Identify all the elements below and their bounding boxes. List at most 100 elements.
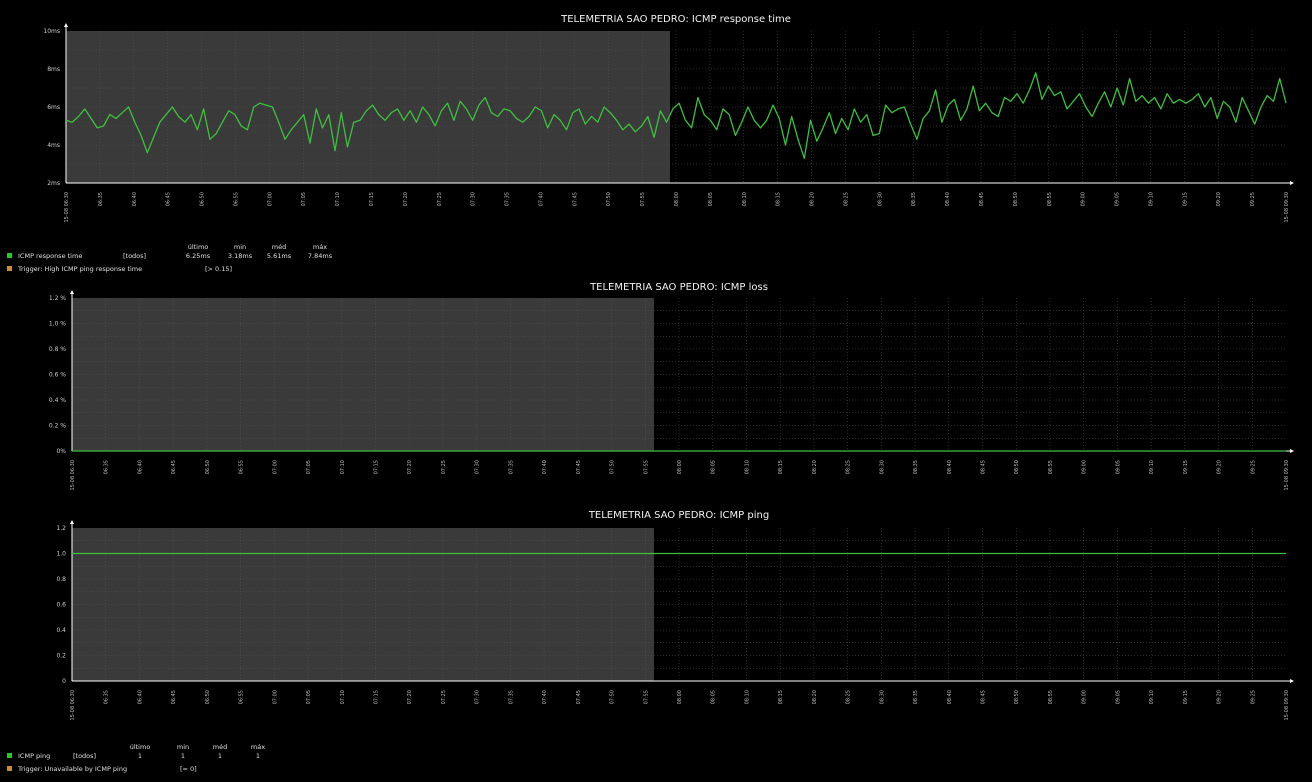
x-tick-label: 08:55 — [1048, 690, 1054, 704]
x-tick-label: 08:00 — [674, 192, 680, 206]
x-tick-label: 07:15 — [369, 192, 375, 206]
x-tick-label: 08:10 — [744, 460, 750, 474]
series-line — [65, 72, 1287, 159]
x-tick-label: 09:05 — [1115, 690, 1121, 704]
legend-name: Trigger: High ICMP ping response time — [17, 265, 142, 273]
x-tick-label: 07:05 — [306, 460, 312, 474]
x-tick-label: 07:30 — [475, 460, 481, 474]
chart-2: TELEMETRIA SAO PEDRO: ICMP loss 0% 0.2 % 0.… — [49, 282, 1294, 491]
x-tick-label: 07:40 — [542, 690, 548, 704]
y-tick-label: 4ms — [47, 142, 60, 149]
legend-value-max: 7.84ms — [308, 252, 333, 260]
x-tick-label: 06:55 — [239, 690, 245, 704]
x-tick-label: 09:25 — [1250, 690, 1256, 704]
x-tick-label: 08:10 — [742, 192, 748, 206]
y-tick-label: 0.2 % — [49, 423, 66, 430]
x-tick-label: 07:55 — [643, 460, 649, 474]
x-tick-label: 06:40 — [137, 690, 143, 704]
x-tick-label: 08:45 — [979, 192, 985, 206]
legend-name: ICMP response time — [18, 252, 82, 260]
x-tick-label: 08:00 — [677, 460, 683, 474]
x-tick-label: 07:45 — [576, 690, 582, 704]
chart-1: TELEMETRIA SAO PEDRO: ICMP response time… — [7, 14, 1294, 273]
legend-name: ICMP ping — [18, 752, 50, 760]
x-tick-label: 07:55 — [640, 192, 646, 206]
y-tick-label: 0% — [56, 448, 66, 455]
y-tick-label: 6ms — [47, 104, 60, 111]
x-tick-label: 08:40 — [947, 460, 953, 474]
x-tick-label: 06:50 — [205, 460, 211, 474]
legend-value-avg: 5.61ms — [267, 252, 292, 260]
x-tick-label-first: 15-08 06:30 — [70, 690, 76, 721]
x-tick-label: 07:05 — [301, 192, 307, 206]
y-tick-label: 0.8 % — [49, 346, 66, 353]
legend-name: Trigger: Unavailable by ICMP ping — [17, 765, 127, 773]
x-tick-label: 08:25 — [846, 690, 852, 704]
x-tick-label: 06:50 — [205, 690, 211, 704]
x-tick-label: 09:05 — [1115, 192, 1121, 206]
x-tick-label: 06:45 — [171, 460, 177, 474]
x-tick-label: 09:00 — [1081, 192, 1087, 206]
y-axis-arrow — [70, 520, 74, 524]
chart-3: TELEMETRIA SAO PEDRO: ICMP ping 0 0.2 0.4 0.… — [7, 510, 1294, 773]
y-tick-label: 0.4 — [56, 627, 66, 634]
y-tick-label: 0.4 % — [49, 397, 66, 404]
x-tick-label: 09:15 — [1183, 460, 1189, 474]
x-tick-label-last: 15-08 09:30 — [1284, 192, 1290, 223]
x-tick-label: 06:40 — [137, 460, 143, 474]
legend-agg: [> 0.15] — [205, 265, 232, 273]
x-tick-label: 07:20 — [403, 192, 409, 206]
x-tick-label: 08:15 — [776, 192, 782, 206]
chart-title: TELEMETRIA SAO PEDRO: ICMP ping — [588, 510, 769, 521]
x-tick-label: 08:05 — [711, 460, 717, 474]
x-tick-label: 07:20 — [407, 690, 413, 704]
x-tick-label: 09:00 — [1082, 690, 1088, 704]
x-tick-label: 07:50 — [610, 690, 616, 704]
x-tick-label: 08:50 — [1014, 460, 1020, 474]
x-tick-label: 09:15 — [1182, 192, 1188, 206]
x-tick-label: 07:40 — [542, 460, 548, 474]
x-tick-label: 08:20 — [810, 192, 816, 206]
y-tick-label: 0.6 % — [49, 372, 66, 379]
x-tick-label: 08:30 — [877, 192, 883, 206]
x-tick-label: 07:10 — [340, 690, 346, 704]
x-axis-arrow — [1290, 679, 1294, 683]
legend-swatch — [7, 766, 12, 771]
y-tick-label: 0.2 — [56, 653, 66, 660]
x-tick-label: 06:35 — [104, 460, 110, 474]
x-tick-label: 06:55 — [233, 192, 239, 206]
x-tick-label: 08:55 — [1048, 460, 1054, 474]
x-tick-label: 06:35 — [104, 690, 110, 704]
x-tick-label: 08:35 — [911, 192, 917, 206]
x-tick-label-first: 15-08 06:30 — [70, 460, 76, 491]
x-tick-label: 07:00 — [272, 460, 278, 474]
x-tick-label: 07:20 — [407, 460, 413, 474]
y-tick-label: 1.0 — [56, 551, 66, 558]
x-tick-label: 07:35 — [508, 460, 514, 474]
x-tick-label: 07:50 — [606, 192, 612, 206]
y-tick-label: 0 — [62, 678, 66, 685]
x-tick-label: 09:20 — [1217, 690, 1223, 704]
x-tick-label: 07:55 — [643, 690, 649, 704]
x-tick-label: 07:00 — [272, 690, 278, 704]
legend-value-last: 6.25ms — [186, 252, 211, 260]
legend-swatch — [7, 753, 12, 758]
x-tick-label: 07:25 — [437, 192, 443, 206]
x-tick-label: 08:30 — [879, 690, 885, 704]
y-tick-label: 0.8 — [56, 576, 66, 583]
legend-header: méd — [272, 243, 286, 251]
x-tick-label: 08:50 — [1013, 192, 1019, 206]
x-tick-label: 08:25 — [846, 460, 852, 474]
x-tick-label: 07:45 — [572, 192, 578, 206]
x-tick-label: 08:15 — [778, 690, 784, 704]
legend-value-min: 3.18ms — [228, 252, 253, 260]
legend-header: min — [234, 243, 246, 251]
x-tick-label: 09:05 — [1115, 460, 1121, 474]
y-axis-arrow — [70, 290, 74, 294]
x-axis-arrow — [1290, 181, 1294, 185]
x-tick-label: 07:00 — [267, 192, 273, 206]
x-tick-label: 09:20 — [1217, 460, 1223, 474]
x-tick-label: 08:55 — [1047, 192, 1053, 206]
x-tick-label: 08:35 — [913, 460, 919, 474]
